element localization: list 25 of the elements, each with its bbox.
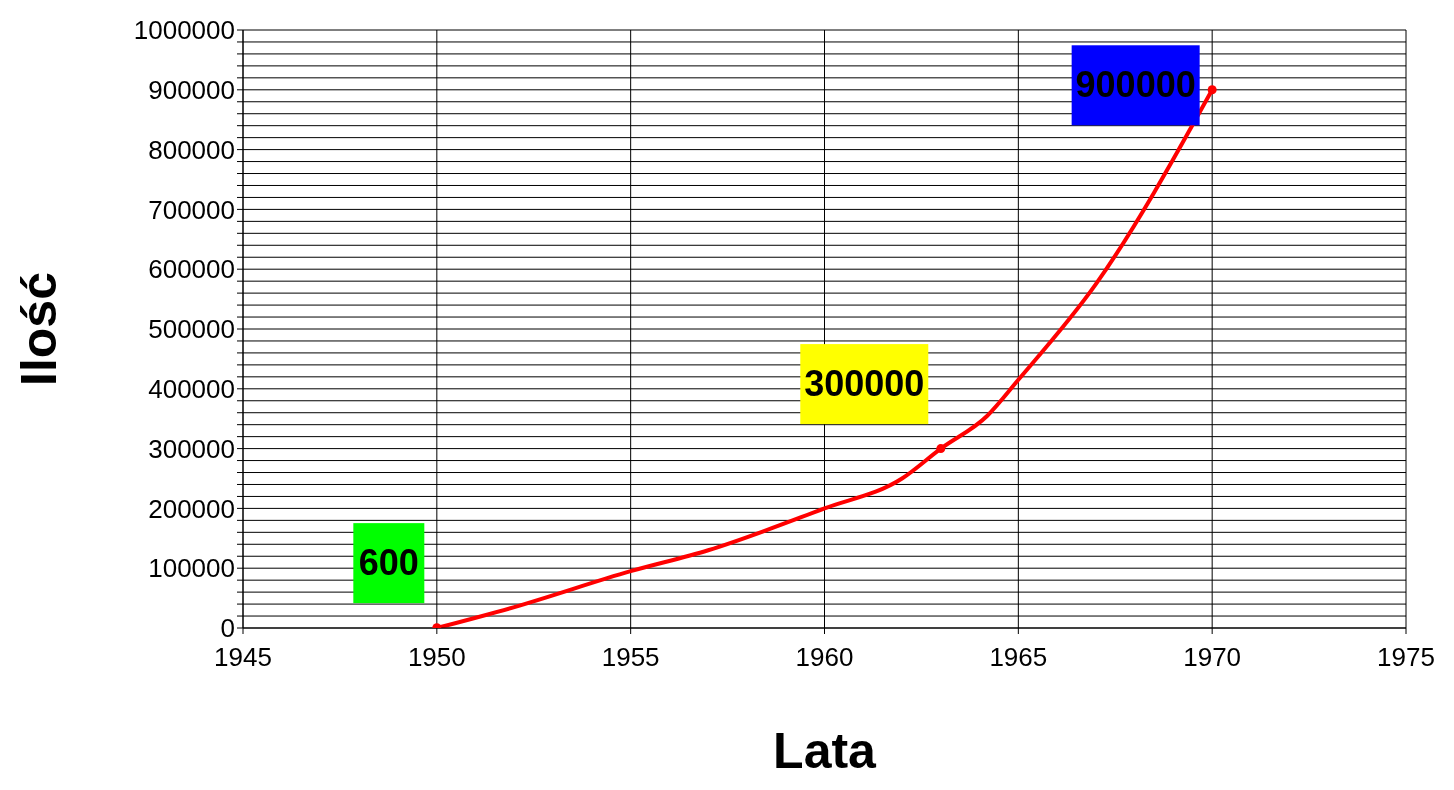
y-tick-label: 200000 — [148, 493, 235, 524]
data-label: 900000 — [1075, 64, 1196, 106]
data-label: 300000 — [804, 363, 925, 405]
x-tick-label: 1975 — [1377, 642, 1435, 673]
x-tick-label: 1945 — [214, 642, 272, 673]
y-tick-label: 900000 — [148, 75, 235, 106]
y-axis-title: Ilość — [10, 272, 67, 386]
y-tick-label: 300000 — [148, 433, 235, 464]
point — [1207, 85, 1217, 95]
x-tick-label: 1955 — [601, 642, 660, 673]
y-tick-label: 800000 — [148, 134, 235, 165]
y-tick-label: 700000 — [148, 194, 235, 225]
x-tick-label: 1965 — [989, 642, 1048, 673]
x-tick-label: 1950 — [407, 642, 466, 673]
x-axis-title: Lata — [773, 723, 878, 779]
y-tick-label: 400000 — [148, 374, 235, 405]
point — [936, 444, 946, 454]
y-tick-label: 1000000 — [133, 15, 235, 46]
x-tick-label: 1960 — [795, 642, 854, 673]
y-tick-label: 0 — [220, 613, 235, 644]
x-tick-label: 1970 — [1183, 642, 1242, 673]
y-tick-label: 100000 — [148, 553, 235, 584]
y-tick-label: 600000 — [148, 254, 235, 285]
y-tick-label: 500000 — [148, 314, 235, 345]
data-label: 600 — [358, 542, 419, 584]
